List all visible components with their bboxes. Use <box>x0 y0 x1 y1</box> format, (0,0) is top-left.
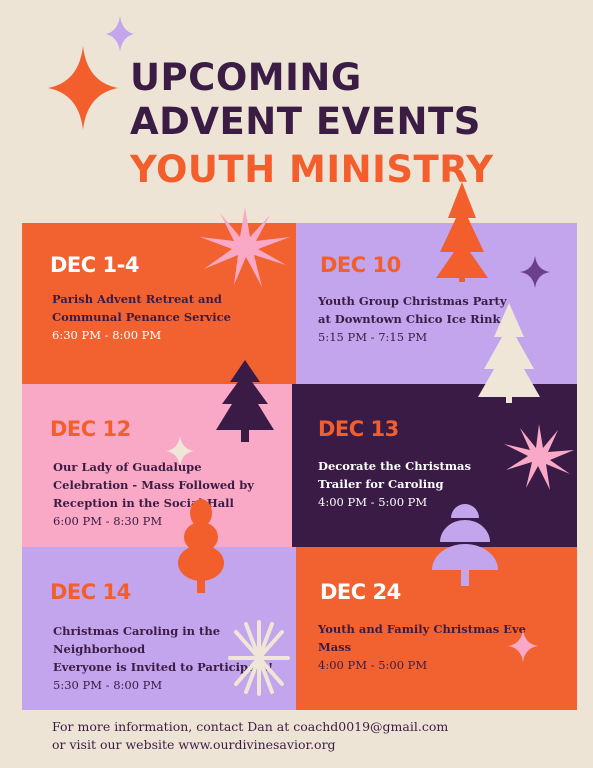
event-panel-dec-24: DEC 24 Youth and Family Christmas Eve Ma… <box>296 547 577 710</box>
event-title-line: Reception in the Social Hall <box>53 496 234 510</box>
event-title-line: at Downtown Chico Ice Rink <box>318 312 501 326</box>
event-date: DEC 14 <box>50 580 131 604</box>
event-time: 6:30 PM - 8:00 PM <box>52 328 162 342</box>
event-title: Youth and Family Christmas Eve Mass <box>318 620 526 656</box>
event-title-line: Celebration - Mass Followed by <box>53 478 254 492</box>
event-title-line: Communal Penance Service <box>52 310 231 324</box>
event-title: Christmas Caroling in the Neighborhood E… <box>53 622 273 676</box>
event-date: DEC 1-4 <box>50 253 139 277</box>
event-panel-dec-14: DEC 14 Christmas Caroling in the Neighbo… <box>22 547 296 710</box>
footer-contact: For more information, contact Dan at coa… <box>52 718 448 754</box>
large-orange-sparkle-icon <box>48 46 118 130</box>
event-title: Youth Group Christmas Party at Downtown … <box>318 292 507 328</box>
event-date: DEC 12 <box>50 417 131 441</box>
event-title-line: Trailer for Caroling <box>318 477 444 491</box>
event-time: 5:30 PM - 8:00 PM <box>53 678 163 692</box>
event-title: Decorate the Christmas Trailer for Carol… <box>318 457 471 493</box>
footer-line-website: or visit our website www.ourdivinesavior… <box>52 737 336 752</box>
title-advent-events: ADVENT EVENTS <box>130 100 481 143</box>
event-title-line: Decorate the Christmas <box>318 459 471 473</box>
event-panel-dec-1-4: DEC 1-4 Parish Advent Retreat and Commun… <box>22 223 296 384</box>
event-title-line: Youth and Family Christmas Eve <box>318 622 526 636</box>
event-panel-dec-10: DEC 10 Youth Group Christmas Party at Do… <box>296 223 577 384</box>
event-panel-dec-13: DEC 13 Decorate the Christmas Trailer fo… <box>292 384 577 547</box>
event-title-line: Mass <box>318 640 352 654</box>
event-time: 6:00 PM - 8:30 PM <box>53 514 163 528</box>
event-panel-dec-12: DEC 12 Our Lady of Guadalupe Celebration… <box>22 384 292 547</box>
event-title-line: Everyone is Invited to Participate! <box>53 660 274 674</box>
event-title-line: Youth Group Christmas Party <box>318 294 507 308</box>
footer-line-contact: For more information, contact Dan at coa… <box>52 719 449 734</box>
title-youth-ministry: YOUTH MINISTRY <box>130 148 494 191</box>
event-date: DEC 24 <box>320 580 401 604</box>
event-time: 5:15 PM - 7:15 PM <box>318 330 428 344</box>
event-time: 4:00 PM - 5:00 PM <box>318 658 428 672</box>
event-title-line: Neighborhood <box>53 642 146 656</box>
title-upcoming: UPCOMING <box>130 56 362 99</box>
small-lavender-sparkle-icon <box>106 16 134 52</box>
event-date: DEC 10 <box>320 253 401 277</box>
event-title: Parish Advent Retreat and Communal Penan… <box>52 290 231 326</box>
event-time: 4:00 PM - 5:00 PM <box>318 495 428 509</box>
event-date: DEC 13 <box>318 417 399 441</box>
event-title-line: Our Lady of Guadalupe <box>53 460 202 474</box>
event-title-line: Christmas Caroling in the <box>53 624 221 638</box>
event-title: Our Lady of Guadalupe Celebration - Mass… <box>53 458 254 512</box>
event-title-line: Parish Advent Retreat and <box>52 292 222 306</box>
